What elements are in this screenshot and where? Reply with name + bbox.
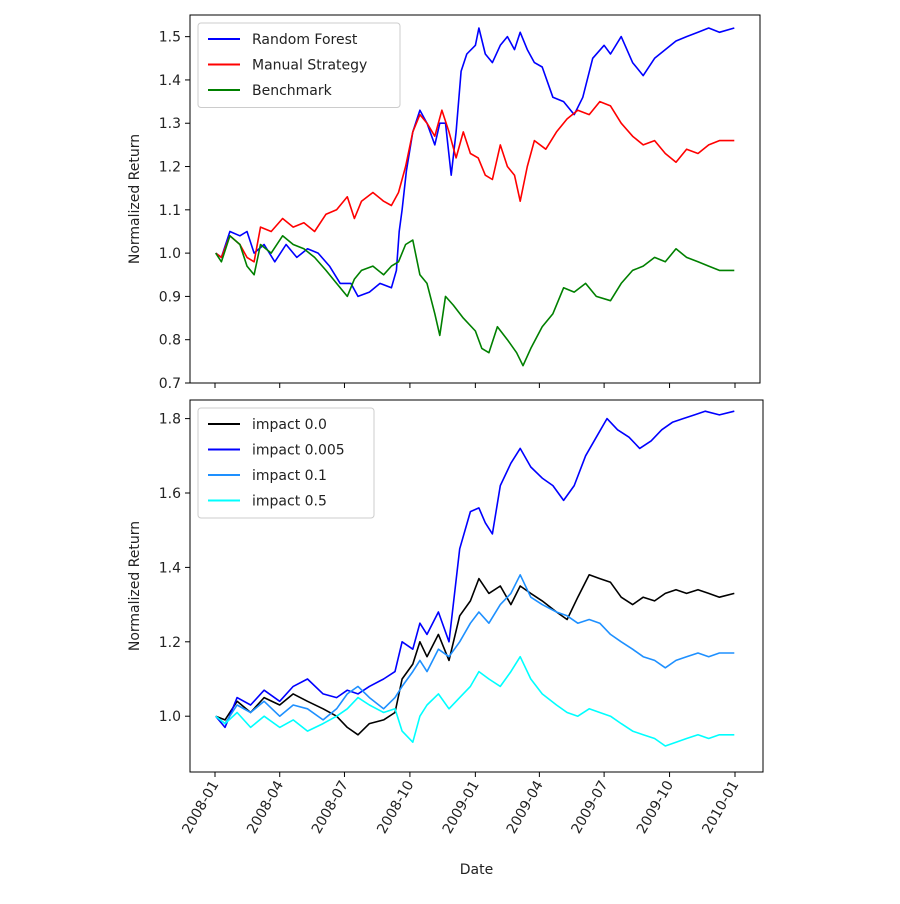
x-tick-label: 2009-01 [440, 778, 483, 837]
legend-label: Random Forest [252, 32, 358, 48]
series-line-impact-0-1 [215, 573, 735, 725]
y-axis-label: Normalized Return [127, 134, 143, 264]
series-line-impact-0-0 [215, 573, 735, 736]
legend-label: Benchmark [252, 83, 333, 99]
x-axis-label: Date [460, 862, 493, 878]
y-tick-label: 1.4 [159, 560, 181, 576]
y-tick-label: 1.8 [159, 412, 181, 428]
series-line-benchmark [215, 235, 735, 367]
x-tick-label: 2008-10 [374, 778, 417, 837]
x-tick-label: 2009-07 [568, 778, 611, 837]
chart-2: 1.0 1.2 1.4 1.6 1.8 2008-01 2008-04 2008-07 2008… [127, 399, 764, 878]
y-tick-label: 0.7 [159, 376, 181, 392]
x-tick-label: 2008-01 [179, 778, 222, 837]
y-tick-label: 1.2 [159, 160, 181, 176]
y-tick-label: 1.5 [159, 30, 181, 46]
y-tick-label: 1.2 [159, 635, 181, 651]
y-tick-label: 0.8 [159, 333, 181, 349]
legend-label: impact 0.005 [252, 443, 345, 459]
y-axis-label: Normalized Return [127, 521, 143, 651]
legend-box [197, 407, 375, 519]
y-tick-label: 1.4 [159, 73, 181, 89]
legend-label: Manual Strategy [252, 58, 367, 74]
y-tick-label: 1.0 [159, 246, 181, 262]
x-tick-label: 2008-07 [309, 778, 352, 837]
y-tick-label: 1.1 [159, 203, 181, 219]
x-tick-label: 2009-04 [504, 778, 547, 837]
chart-1: 0.7 0.8 0.9 1.0 1.1 1.2 1.3 1.4 1.5 Normalized Re… [127, 14, 761, 392]
series-line-impact-0-5 [215, 655, 735, 747]
plot-frame [189, 399, 764, 773]
legend-label: impact 0.1 [252, 468, 327, 484]
legend: impact 0.0 impact 0.005 impact 0.1 impact 0… [197, 407, 375, 519]
x-tick-label: 2009-10 [634, 778, 677, 837]
x-tick-label: 2010-01 [699, 778, 742, 837]
x-tick-label: 2008-04 [244, 778, 287, 837]
legend-label: impact 0.0 [252, 417, 327, 433]
legend: Random Forest Manual Strategy Benchmark [197, 22, 401, 108]
y-tick-label: 1.3 [159, 116, 181, 132]
y-tick-label: 0.9 [159, 289, 181, 305]
legend-label: impact 0.5 [252, 494, 327, 510]
y-tick-label: 1.6 [159, 486, 181, 502]
series-line-impact-0-005 [215, 410, 735, 729]
legend-box [197, 22, 401, 108]
series-line-manual-strategy [215, 100, 735, 263]
y-tick-label: 1.0 [159, 709, 181, 725]
series-line-random-forest [215, 27, 735, 298]
